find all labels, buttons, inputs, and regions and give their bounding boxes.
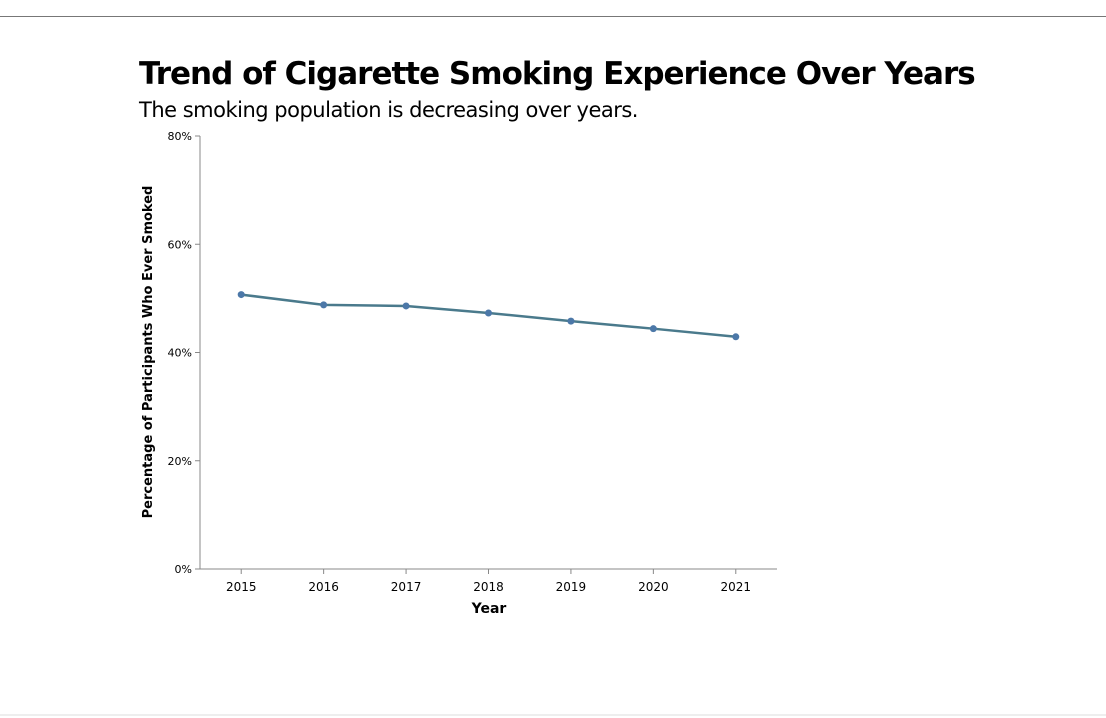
x-tick-label: 2017 — [391, 580, 422, 594]
x-axis-title: Year — [471, 601, 507, 617]
x-tick-label: 2019 — [556, 580, 587, 594]
data-point — [320, 301, 328, 309]
data-point — [485, 309, 492, 317]
chart-title: Trend of Cigarette Smoking Experience Ov… — [139, 56, 976, 92]
data-point — [732, 333, 740, 341]
y-tick-label: 60% — [168, 238, 192, 251]
y-tick-label: 80% — [168, 130, 192, 143]
x-tick-label: 2015 — [226, 580, 257, 594]
y-tick-label: 40% — [168, 347, 192, 360]
data-point — [649, 325, 657, 333]
data-point — [237, 291, 245, 299]
bottom-divider — [0, 714, 1106, 716]
data-point — [402, 302, 410, 310]
y-tick-label: 20% — [168, 455, 192, 468]
data-point — [567, 317, 575, 325]
y-tick-label: 0% — [175, 563, 192, 576]
chart-subtitle: The smoking population is decreasing ove… — [139, 98, 638, 122]
top-divider — [0, 16, 1106, 17]
x-tick-label: 2020 — [638, 580, 669, 594]
x-tick-label: 2016 — [308, 580, 339, 594]
x-tick-label: 2018 — [473, 580, 504, 594]
y-axis-title: Percentage of Participants Who Ever Smok… — [141, 186, 156, 519]
x-tick-label: 2021 — [721, 580, 752, 594]
